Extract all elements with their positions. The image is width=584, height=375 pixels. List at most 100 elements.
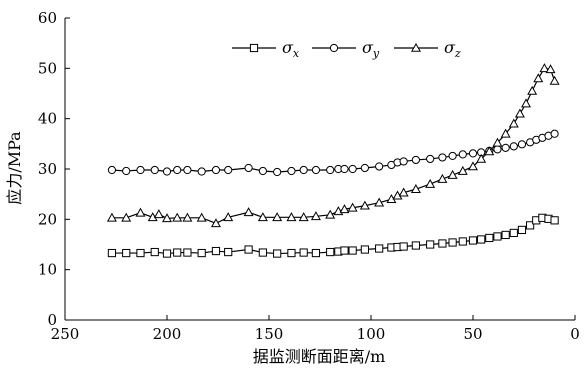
data-point <box>224 165 233 175</box>
data-point <box>517 140 527 149</box>
data-point <box>375 244 384 253</box>
data-point <box>326 247 335 257</box>
data-point <box>183 248 192 257</box>
data-point <box>468 161 478 171</box>
data-point <box>162 167 172 176</box>
series-layer <box>106 63 560 258</box>
data-point <box>399 157 408 166</box>
data-point <box>339 204 350 214</box>
data-point <box>545 64 556 74</box>
data-point <box>258 248 267 257</box>
data-point <box>493 145 502 154</box>
data-point <box>106 212 117 222</box>
data-point <box>425 178 436 188</box>
data-point <box>457 165 468 175</box>
series-1 <box>107 213 559 258</box>
series-2 <box>107 129 559 177</box>
data-point <box>182 212 193 222</box>
data-point <box>438 153 447 162</box>
data-point <box>492 137 503 147</box>
data-point <box>272 212 283 222</box>
x-tick-label: 250 <box>51 325 80 343</box>
data-point <box>135 207 146 217</box>
data-point <box>426 240 435 249</box>
data-point <box>426 154 435 164</box>
data-point <box>173 165 182 175</box>
x-tick-label: 0 <box>570 325 580 343</box>
data-point <box>258 166 267 176</box>
data-point <box>447 169 458 179</box>
y-axis-title: 应力/MPa <box>5 131 24 205</box>
legend-label: σz <box>444 38 461 60</box>
data-point <box>122 166 131 176</box>
data-point <box>360 163 369 173</box>
data-point <box>273 167 282 177</box>
data-point <box>310 211 321 221</box>
data-point <box>299 248 308 257</box>
y-tick-label: 20 <box>38 210 57 228</box>
data-point <box>211 246 221 256</box>
data-point <box>508 118 519 128</box>
legend-marker <box>411 42 421 52</box>
x-tick-label: 100 <box>357 325 386 343</box>
data-point <box>448 151 457 161</box>
data-point <box>224 247 233 257</box>
data-point <box>210 218 221 228</box>
data-point <box>173 248 182 257</box>
data-point <box>448 238 457 247</box>
data-point <box>477 235 486 244</box>
data-point <box>521 98 532 108</box>
data-point <box>527 85 538 95</box>
data-point <box>550 216 559 225</box>
data-point <box>437 173 448 183</box>
data-point <box>375 162 384 171</box>
data-point <box>287 166 296 176</box>
data-point <box>476 153 487 163</box>
y-tick-label: 40 <box>38 110 57 128</box>
data-point <box>244 163 253 173</box>
data-point <box>493 232 502 241</box>
data-point <box>359 200 370 210</box>
data-point <box>501 230 510 240</box>
data-point <box>298 212 309 222</box>
data-point <box>197 167 206 176</box>
data-point <box>150 165 159 175</box>
data-point <box>326 165 335 175</box>
data-point <box>411 241 420 250</box>
data-point <box>485 233 494 243</box>
data-point <box>526 221 535 230</box>
axes-layer: 0 10 20 30 40 50 60 250 200 150 100 50 0 <box>38 9 580 343</box>
data-point <box>468 149 478 158</box>
data-point <box>243 207 254 217</box>
legend-marker <box>249 43 259 53</box>
x-tick-label: 150 <box>255 325 284 343</box>
data-point <box>172 212 183 222</box>
data-point <box>223 212 234 222</box>
data-point <box>150 247 159 257</box>
data-point <box>286 212 297 222</box>
legend-marker <box>329 43 339 53</box>
series-3 <box>106 63 560 228</box>
data-point <box>136 248 145 258</box>
data-point <box>549 75 560 85</box>
data-point <box>348 246 357 255</box>
legend-label: σy <box>362 38 380 60</box>
data-point <box>211 165 221 175</box>
data-point <box>514 108 525 118</box>
data-point <box>398 187 409 197</box>
data-point <box>348 164 357 174</box>
data-point <box>360 245 369 254</box>
data-point <box>509 142 518 151</box>
data-point <box>550 129 559 138</box>
data-point <box>273 249 282 258</box>
y-tick-label: 0 <box>47 311 57 329</box>
y-tick-label: 60 <box>38 9 57 27</box>
data-point <box>509 228 518 238</box>
data-point <box>325 209 336 219</box>
series-line <box>111 67 556 225</box>
data-point <box>162 249 172 258</box>
legend: σx σy σz <box>232 38 461 60</box>
data-point <box>533 73 544 83</box>
data-point <box>299 165 308 175</box>
